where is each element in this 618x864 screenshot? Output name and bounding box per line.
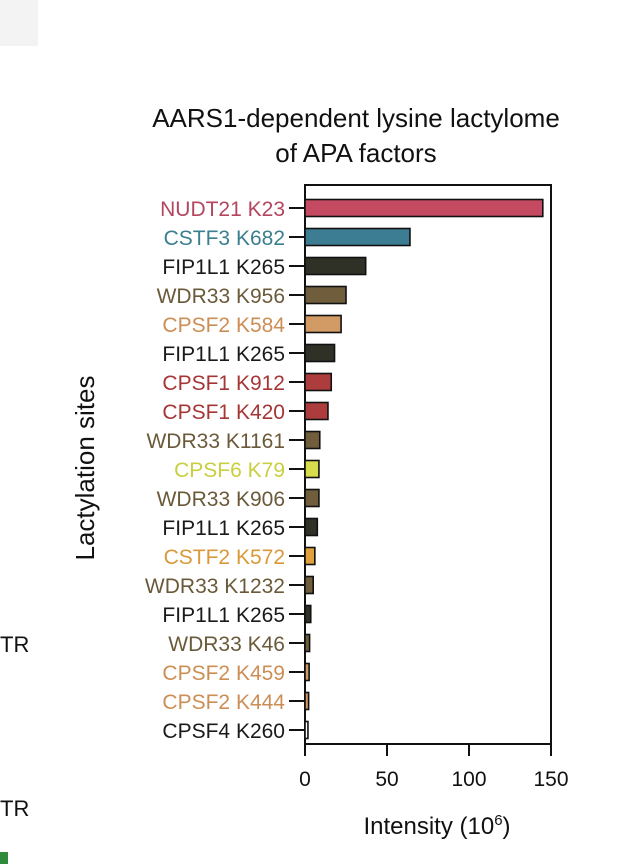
bar — [304, 314, 342, 334]
category-label: CPSF2 K459 — [162, 662, 285, 685]
category-label: NUDT21 K23 — [160, 198, 285, 221]
bar — [304, 488, 320, 508]
cropped-left-text-2: TR — [0, 796, 30, 821]
category-label: CPSF1 K420 — [162, 401, 285, 424]
category-label: FIP1L1 K265 — [162, 256, 285, 279]
chart-title-line: AARS1-dependent lysine lactylome — [152, 103, 560, 133]
category-label: CPSF4 K260 — [162, 720, 285, 743]
category-label: FIP1L1 K265 — [162, 343, 285, 366]
x-tick-label: 50 — [375, 768, 398, 791]
bar — [304, 285, 347, 305]
bar — [304, 604, 312, 624]
category-label: WDR33 K46 — [168, 633, 285, 656]
category-label: FIP1L1 K265 — [162, 517, 285, 540]
x-tick-label: 100 — [451, 768, 486, 791]
bar — [304, 720, 309, 740]
category-label: CPSF6 K79 — [174, 459, 285, 482]
y-axis-label: Lactylation sites — [70, 376, 100, 561]
x-tick-label: 0 — [299, 768, 311, 791]
category-label: WDR33 K1161 — [146, 430, 285, 453]
bar — [304, 430, 321, 450]
category-label: WDR33 K1232 — [145, 575, 285, 598]
category-label: CSTF3 K682 — [164, 227, 285, 250]
category-label: CPSF1 K912 — [162, 372, 285, 395]
bar — [304, 575, 314, 595]
bar — [304, 256, 367, 276]
x-axis-label: Intensity (106) — [363, 812, 510, 840]
bar — [304, 343, 336, 363]
category-label: CPSF2 K444 — [162, 691, 285, 714]
bar — [304, 517, 319, 537]
category-label: FIP1L1 K265 — [162, 604, 285, 627]
x-tick-label: 150 — [533, 768, 568, 791]
bar — [304, 633, 311, 653]
cropped-green-mark — [0, 852, 8, 864]
bar — [304, 459, 320, 479]
bar — [304, 691, 310, 711]
bar — [304, 372, 333, 392]
bar — [304, 546, 316, 566]
bar — [304, 198, 544, 218]
bar — [304, 227, 411, 247]
corner-panel-fragment — [0, 0, 38, 46]
bar — [304, 401, 329, 421]
cropped-left-text-1: TR — [0, 632, 30, 657]
category-label: CPSF2 K584 — [162, 314, 285, 337]
category-label: WDR33 K956 — [157, 285, 285, 308]
category-label: WDR33 K906 — [157, 488, 285, 511]
bar — [304, 662, 310, 682]
chart-title-line: of APA factors — [275, 138, 436, 168]
category-label: CSTF2 K572 — [164, 546, 285, 569]
